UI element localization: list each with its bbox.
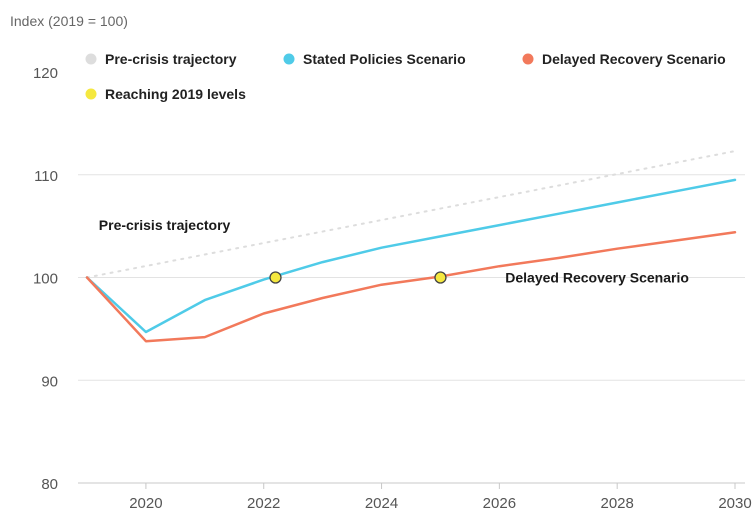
legend-label-reaching-2019-levels: Reaching 2019 levels — [105, 86, 246, 102]
legend: Pre-crisis trajectory Stated Policies Sce… — [85, 51, 726, 102]
series-line-delayed-recovery-scenario — [85, 231, 737, 343]
legend-swatch-reaching-2019-levels — [85, 88, 97, 100]
x-tick-label: 2020 — [129, 495, 162, 512]
milestone-marker — [269, 271, 282, 284]
legend-swatch-delayed-recovery-scenario — [522, 53, 534, 65]
x-tick-labels: 2020 2022 2024 2026 2028 2030 — [129, 483, 752, 512]
x-tick-label: 2026 — [483, 495, 516, 512]
x-tick-label: 2022 — [247, 495, 280, 512]
y-axis-title: Index (2019 = 100) — [10, 13, 128, 29]
legend-label-stated-policies-scenario: Stated Policies Scenario — [303, 51, 466, 67]
legend-swatch-pre-crisis-trajectory — [85, 53, 97, 65]
x-tick-label: 2030 — [718, 495, 751, 512]
legend-swatch-stated-policies-scenario — [283, 53, 295, 65]
annotation-delayed-recovery-scenario: Delayed Recovery Scenario — [505, 270, 689, 286]
series-lines — [85, 150, 737, 343]
y-tick-label: 100 — [33, 271, 58, 288]
x-tick-label: 2024 — [365, 495, 398, 512]
y-tick-labels: 80 90 100 110 120 — [33, 65, 58, 493]
series-line-pre-crisis-trajectory — [86, 150, 736, 279]
y-tick-label: 80 — [41, 476, 58, 493]
annotations: Pre-crisis trajectory Delayed Recovery Sc… — [99, 217, 689, 285]
legend-label-pre-crisis-trajectory: Pre-crisis trajectory — [105, 51, 237, 67]
series-line-stated-policies-scenario — [85, 178, 737, 334]
milestone-marker — [434, 271, 447, 284]
gridlines — [78, 174, 745, 484]
y-tick-label: 120 — [33, 65, 58, 82]
milestone-markers — [269, 271, 447, 284]
y-tick-label: 110 — [34, 168, 58, 185]
annotation-pre-crisis-trajectory: Pre-crisis trajectory — [99, 217, 231, 233]
legend-label-delayed-recovery-scenario: Delayed Recovery Scenario — [542, 51, 726, 67]
y-tick-label: 90 — [41, 373, 58, 390]
x-tick-label: 2028 — [600, 495, 633, 512]
